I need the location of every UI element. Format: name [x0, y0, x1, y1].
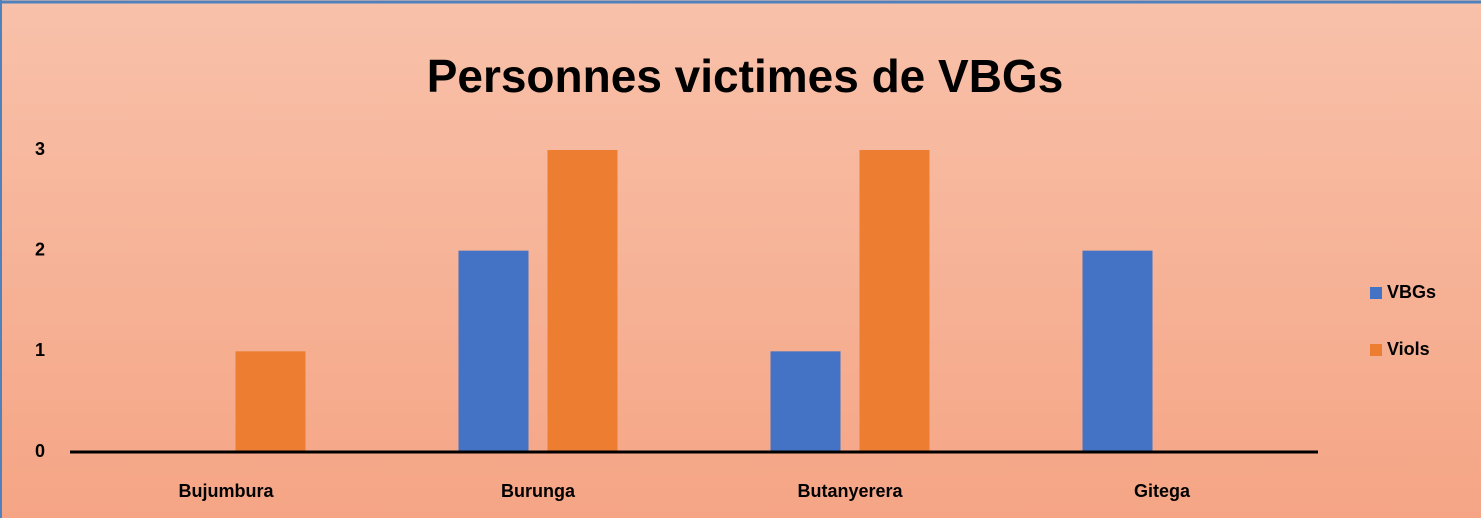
- bar: [458, 250, 529, 452]
- x-tick-label: Bujumbura: [178, 481, 274, 501]
- x-tick-label: Gitega: [1134, 481, 1191, 501]
- bar: [770, 351, 841, 452]
- x-tick-label: Butanyerera: [797, 481, 903, 501]
- chart-title: Personnes victimes de VBGs: [427, 50, 1064, 102]
- legend-swatch: [1370, 344, 1382, 356]
- y-tick-label: 1: [35, 340, 45, 360]
- y-tick-label: 0: [35, 441, 45, 461]
- legend-label: VBGs: [1387, 282, 1436, 302]
- bar: [859, 150, 930, 452]
- bar: [1082, 250, 1153, 452]
- bar: [235, 351, 306, 452]
- y-tick-label: 3: [35, 139, 45, 159]
- bar: [547, 150, 618, 452]
- legend-swatch: [1370, 287, 1382, 299]
- legend-label: Viols: [1387, 339, 1430, 359]
- x-tick-label: Burunga: [501, 481, 576, 501]
- y-tick-label: 2: [35, 239, 45, 259]
